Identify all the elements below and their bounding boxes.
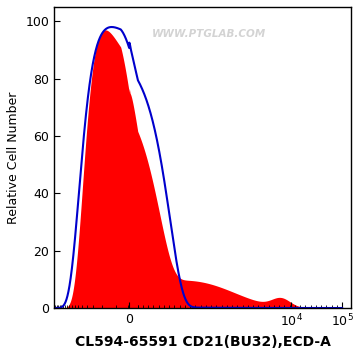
Y-axis label: Relative Cell Number: Relative Cell Number bbox=[7, 91, 20, 224]
X-axis label: CL594-65591 CD21(BU32),ECD-A: CL594-65591 CD21(BU32),ECD-A bbox=[75, 335, 331, 349]
Text: WWW.PTGLAB.COM: WWW.PTGLAB.COM bbox=[152, 29, 266, 39]
